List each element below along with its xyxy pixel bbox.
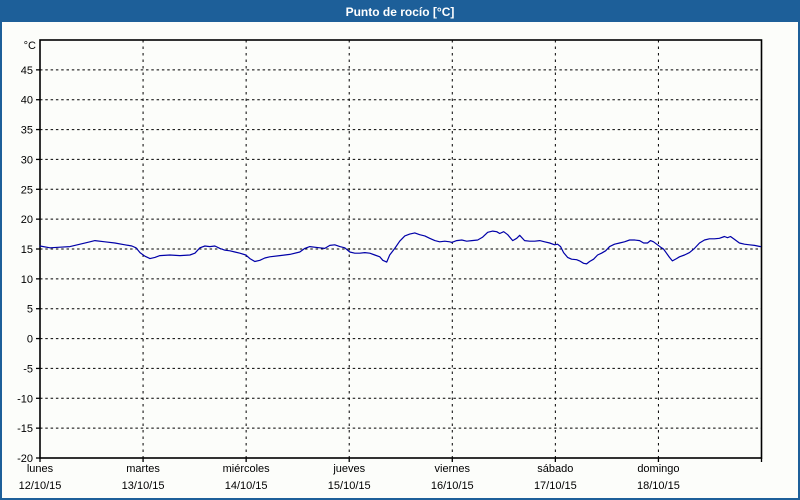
chart-title: Punto de rocío [°C]: [345, 5, 455, 19]
y-tick-label: 30: [21, 154, 33, 166]
x-date-label: 12/10/15: [19, 480, 62, 492]
x-day-label: jueves: [332, 463, 365, 475]
y-tick-label: 5: [27, 304, 33, 316]
y-tick-label: 0: [27, 334, 33, 346]
y-tick-label: -20: [17, 453, 33, 465]
x-date-label: 18/10/15: [637, 480, 680, 492]
x-day-label: lunes: [27, 463, 54, 475]
y-tick-label: 35: [21, 125, 33, 137]
chart-area: 45 40 35 30 25 20 15 10 5 0 -5 -10 -15 -20 °C lunes 12/1…: [2, 22, 798, 498]
dew-point-line: [39, 230, 762, 265]
y-tick-label: 40: [21, 95, 33, 107]
x-day-label: sábado: [537, 463, 573, 475]
x-date-label: 15/10/15: [328, 480, 371, 492]
y-tick-label: 45: [21, 65, 33, 77]
x-day-label: domingo: [637, 463, 679, 475]
x-day-label: viernes: [435, 463, 471, 475]
y-tick-label: 20: [21, 214, 33, 226]
chart-title-bar: Punto de rocío [°C]: [2, 2, 798, 22]
dew-point-line-chart: 45 40 35 30 25 20 15 10 5 0 -5 -10 -15 -20 °C lunes 12/1…: [17, 39, 763, 492]
x-day-label: martes: [126, 463, 160, 475]
x-day-label: miércoles: [223, 463, 271, 475]
y-tick-label: -5: [23, 363, 33, 375]
y-tick-label: -10: [17, 393, 33, 405]
y-tick-label: 10: [21, 274, 33, 286]
y-tick-label: 25: [21, 184, 33, 196]
plot-border: [39, 39, 763, 459]
y-axis-unit-label: °C: [24, 40, 36, 52]
x-date-label: 16/10/15: [431, 480, 474, 492]
x-date-label: 13/10/15: [122, 480, 165, 492]
y-tick-label: 15: [21, 244, 33, 256]
x-date-label: 17/10/15: [534, 480, 577, 492]
x-date-label: 14/10/15: [225, 480, 268, 492]
y-tick-label: -15: [17, 423, 33, 435]
